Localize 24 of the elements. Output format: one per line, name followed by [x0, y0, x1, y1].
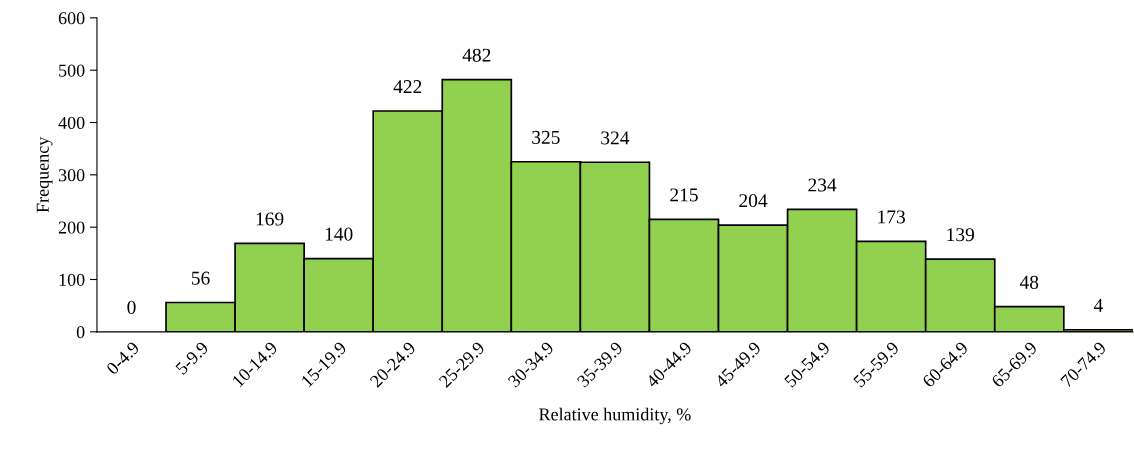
data-label: 173 [878, 210, 905, 224]
y-tick-label: 100 [59, 273, 85, 286]
data-label: 422 [393, 80, 422, 93]
data-label: 169 [256, 212, 284, 226]
y-tick-label: 500 [59, 64, 85, 77]
data-label: 204 [739, 194, 768, 208]
data-label: 234 [808, 178, 837, 192]
y-tick-label: 200 [58, 221, 85, 234]
data-label: 482 [462, 48, 491, 62]
data-label: 325 [532, 130, 560, 144]
y-axis-title: Frequency [36, 136, 53, 213]
data-label: 48 [1019, 275, 1039, 289]
data-label: 215 [670, 188, 698, 202]
data-label: 139 [947, 228, 974, 242]
data-label: 0 [127, 300, 136, 314]
y-tick-label: 300 [58, 169, 85, 182]
data-label: 324 [601, 131, 630, 145]
data-label: 140 [325, 227, 353, 241]
y-tick-label: 600 [58, 12, 85, 25]
y-tick-label: 0 [76, 326, 85, 339]
x-axis-title: Relative humidity, % [539, 407, 691, 425]
data-label: 56 [191, 271, 210, 285]
y-tick-label: 400 [58, 116, 85, 129]
data-label: 4 [1093, 298, 1103, 312]
